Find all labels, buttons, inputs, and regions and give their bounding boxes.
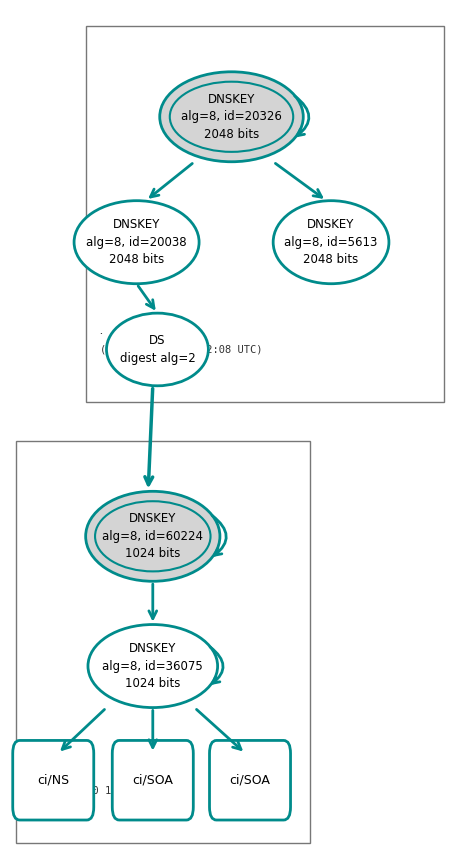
Text: (2024-07-10  16:02:08 UTC): (2024-07-10 16:02:08 UTC) [100, 344, 262, 355]
FancyArrowPatch shape [210, 647, 223, 683]
Text: ci/SOA: ci/SOA [230, 773, 270, 787]
FancyBboxPatch shape [13, 740, 94, 820]
FancyBboxPatch shape [86, 26, 444, 402]
Text: DNSKEY
alg=8, id=60224
1024 bits: DNSKEY alg=8, id=60224 1024 bits [102, 512, 203, 561]
FancyBboxPatch shape [209, 740, 291, 820]
FancyBboxPatch shape [113, 740, 194, 820]
Ellipse shape [86, 491, 220, 581]
Ellipse shape [88, 625, 218, 708]
FancyArrowPatch shape [295, 96, 309, 136]
Text: ci/SOA: ci/SOA [132, 773, 173, 787]
Ellipse shape [106, 313, 208, 386]
FancyArrowPatch shape [212, 516, 226, 555]
Text: DNSKEY
alg=8, id=5613
2048 bits: DNSKEY alg=8, id=5613 2048 bits [284, 218, 378, 266]
FancyBboxPatch shape [16, 441, 310, 843]
Ellipse shape [74, 201, 199, 284]
Text: DNSKEY
alg=8, id=20038
2048 bits: DNSKEY alg=8, id=20038 2048 bits [86, 218, 187, 266]
Text: DNSKEY
alg=8, id=36075
1024 bits: DNSKEY alg=8, id=36075 1024 bits [102, 642, 203, 690]
Text: .: . [100, 324, 103, 337]
Ellipse shape [273, 201, 389, 284]
Text: DNSKEY
alg=8, id=20326
2048 bits: DNSKEY alg=8, id=20326 2048 bits [181, 93, 282, 141]
Text: DS
digest alg=2: DS digest alg=2 [119, 334, 195, 365]
Text: ci: ci [30, 766, 40, 778]
Text: (2024-07-10 18:41:38 UTC): (2024-07-10 18:41:38 UTC) [30, 785, 186, 796]
Text: ci/NS: ci/NS [37, 773, 69, 787]
Ellipse shape [160, 72, 303, 162]
